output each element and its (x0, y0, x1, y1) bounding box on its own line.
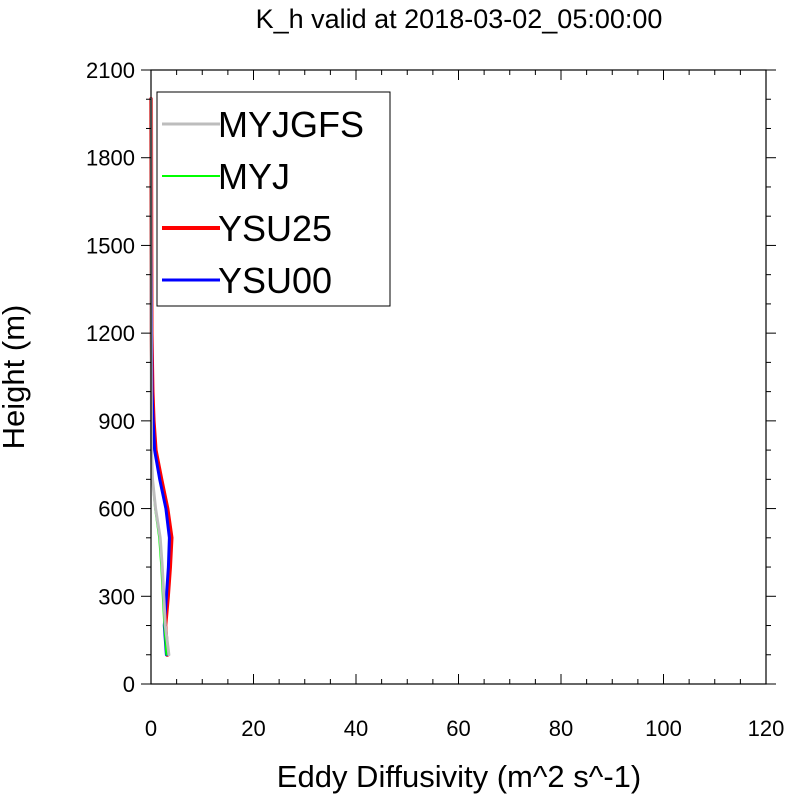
y-tick-label: 2100 (86, 58, 135, 83)
chart-title: K_h valid at 2018-03-02_05:00:00 (256, 4, 663, 34)
legend-label-myj: MYJ (218, 156, 290, 197)
x-axis-label: Eddy Diffusivity (m^2 s^-1) (277, 759, 641, 794)
plot-frame (150, 69, 767, 685)
x-tick-label: 20 (241, 716, 265, 741)
x-tick-label: 60 (446, 716, 470, 741)
legend-label-ysu25: YSU25 (218, 208, 332, 249)
y-axis-label: Height (m) (0, 305, 31, 450)
x-tick-label: 0 (145, 716, 157, 741)
y-tick-label: 600 (98, 497, 135, 522)
y-tick-label: 300 (98, 584, 135, 609)
legend-label-ysu00: YSU00 (218, 260, 332, 301)
y-tick-label: 900 (98, 409, 135, 434)
x-tick-label: 80 (549, 716, 573, 741)
y-tick-label: 1500 (86, 233, 135, 258)
x-tick-label: 100 (645, 716, 682, 741)
legend: MYJGFS MYJ YSU25 YSU00 (156, 91, 391, 307)
y-tick-label: 0 (123, 672, 135, 697)
legend-label-myjgfs: MYJGFS (218, 104, 364, 145)
y-tick-label: 1800 (86, 146, 135, 171)
legend-box (156, 91, 391, 307)
y-tick-label: 1200 (86, 321, 135, 346)
x-tick-label: 40 (344, 716, 368, 741)
tick-labels: 0 20 40 60 80 100 1200300600900120015001800210… (86, 58, 784, 741)
x-tick-label: 120 (748, 716, 785, 741)
